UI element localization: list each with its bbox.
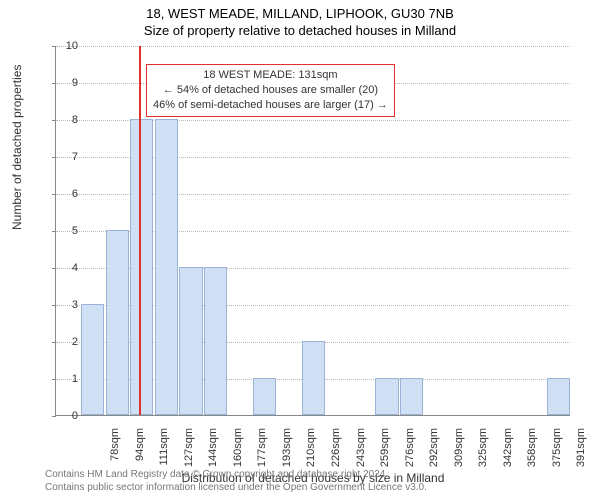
histogram-bar — [130, 119, 153, 415]
annotation-line: 18 WEST MEADE: 131sqm — [153, 68, 388, 83]
chart-title-line1: 18, WEST MEADE, MILLAND, LIPHOOK, GU30 7… — [0, 0, 600, 21]
annotation-line: 46% of semi-detached houses are larger (… — [153, 98, 388, 113]
y-tick-label: 9 — [53, 77, 78, 89]
histogram-bar — [302, 341, 325, 415]
x-tick-label: 391sqm — [575, 428, 587, 478]
y-tick-label: 2 — [53, 336, 78, 348]
histogram-bar — [400, 378, 423, 415]
y-tick-label: 8 — [53, 114, 78, 126]
y-tick-label: 10 — [53, 40, 78, 52]
chart-area: 78sqm94sqm111sqm127sqm144sqm160sqm177sqm… — [55, 46, 570, 416]
marker-line — [139, 46, 141, 415]
histogram-bar — [547, 378, 570, 415]
y-tick-label: 4 — [53, 262, 78, 274]
histogram-bar — [81, 304, 104, 415]
annotation-line: ← 54% of detached houses are smaller (20… — [153, 83, 388, 98]
plot-region: 78sqm94sqm111sqm127sqm144sqm160sqm177sqm… — [55, 46, 570, 416]
y-tick-label: 1 — [53, 373, 78, 385]
histogram-bar — [155, 119, 178, 415]
y-tick-label: 6 — [53, 188, 78, 200]
footer-line-1: Contains HM Land Registry data © Crown c… — [45, 469, 427, 482]
histogram-bar — [204, 267, 227, 415]
footer-line-2: Contains public sector information licen… — [45, 482, 427, 495]
y-tick-label: 0 — [53, 410, 78, 422]
y-tick-label: 7 — [53, 151, 78, 163]
histogram-bar — [253, 378, 276, 415]
y-tick-label: 3 — [53, 299, 78, 311]
gridline — [56, 46, 570, 47]
histogram-bar — [375, 378, 398, 415]
histogram-bar — [179, 267, 202, 415]
y-tick-label: 5 — [53, 225, 78, 237]
histogram-bar — [106, 230, 129, 415]
annotation-box: 18 WEST MEADE: 131sqm← 54% of detached h… — [146, 64, 395, 117]
chart-title-line2: Size of property relative to detached ho… — [0, 21, 600, 38]
footer-attribution: Contains HM Land Registry data © Crown c… — [45, 469, 427, 494]
y-axis-label: Number of detached properties — [10, 65, 24, 230]
